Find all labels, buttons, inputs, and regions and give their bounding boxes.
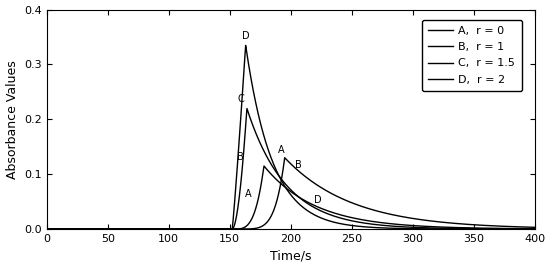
- Text: A: A: [245, 189, 251, 199]
- Text: B: B: [237, 152, 244, 162]
- Text: C: C: [237, 94, 244, 104]
- Text: D: D: [314, 195, 321, 206]
- X-axis label: Time/s: Time/s: [270, 250, 311, 262]
- Text: A: A: [278, 145, 284, 155]
- Text: B: B: [295, 160, 301, 170]
- Legend: A,  r = 0, B,  r = 1, C,  r = 1.5, D,  r = 2: A, r = 0, B, r = 1, C, r = 1.5, D, r = 2: [422, 20, 522, 91]
- Text: D: D: [242, 31, 250, 41]
- Y-axis label: Absorbance Values: Absorbance Values: [6, 60, 19, 179]
